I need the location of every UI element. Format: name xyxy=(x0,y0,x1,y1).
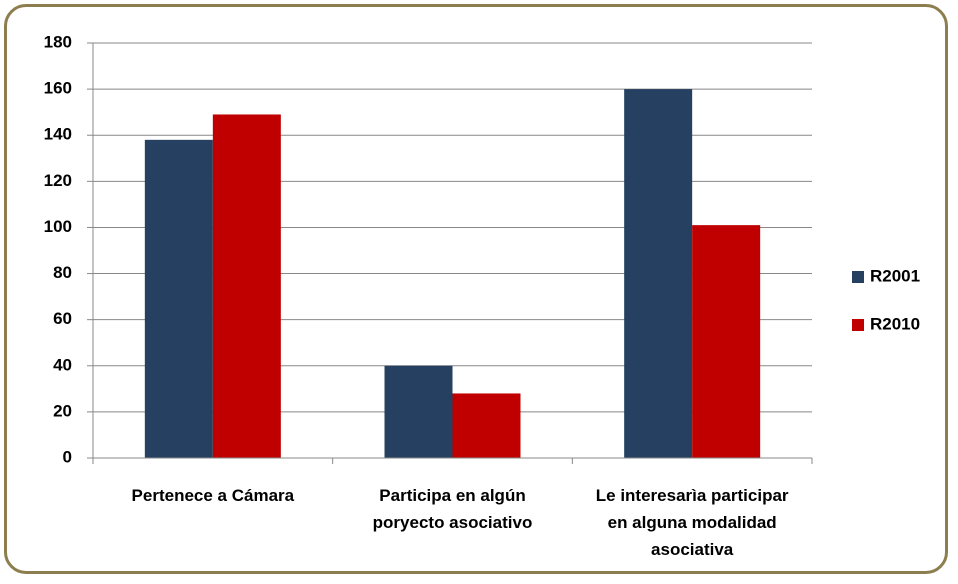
legend-swatch xyxy=(852,271,864,283)
bar xyxy=(692,225,761,458)
y-tick-label: 0 xyxy=(63,447,72,466)
y-tick-label: 40 xyxy=(53,355,72,374)
y-tick-label: 140 xyxy=(44,125,72,144)
y-tick-label: 160 xyxy=(44,79,72,98)
x-tick-label: Pertenece a Cámara xyxy=(131,486,295,505)
legend-label: R2001 xyxy=(870,266,920,285)
legend-swatch xyxy=(852,319,864,331)
bar xyxy=(452,393,521,458)
x-tick-label: Participa en algún poryecto asociativo xyxy=(372,486,533,532)
y-tick-label: 20 xyxy=(53,401,72,420)
bar xyxy=(212,114,281,458)
x-tick-label: Le interesarìa participar en alguna moda… xyxy=(595,486,789,559)
bar xyxy=(384,365,453,458)
y-tick-label: 100 xyxy=(44,217,72,236)
y-tick-label: 180 xyxy=(44,32,72,51)
bar xyxy=(624,89,693,458)
legend-label: R2010 xyxy=(870,314,920,333)
y-tick-label: 120 xyxy=(44,171,72,190)
chart-frame xyxy=(4,4,948,574)
bar xyxy=(144,139,213,459)
y-tick-label: 80 xyxy=(53,263,72,282)
y-tick-label: 60 xyxy=(53,309,72,328)
